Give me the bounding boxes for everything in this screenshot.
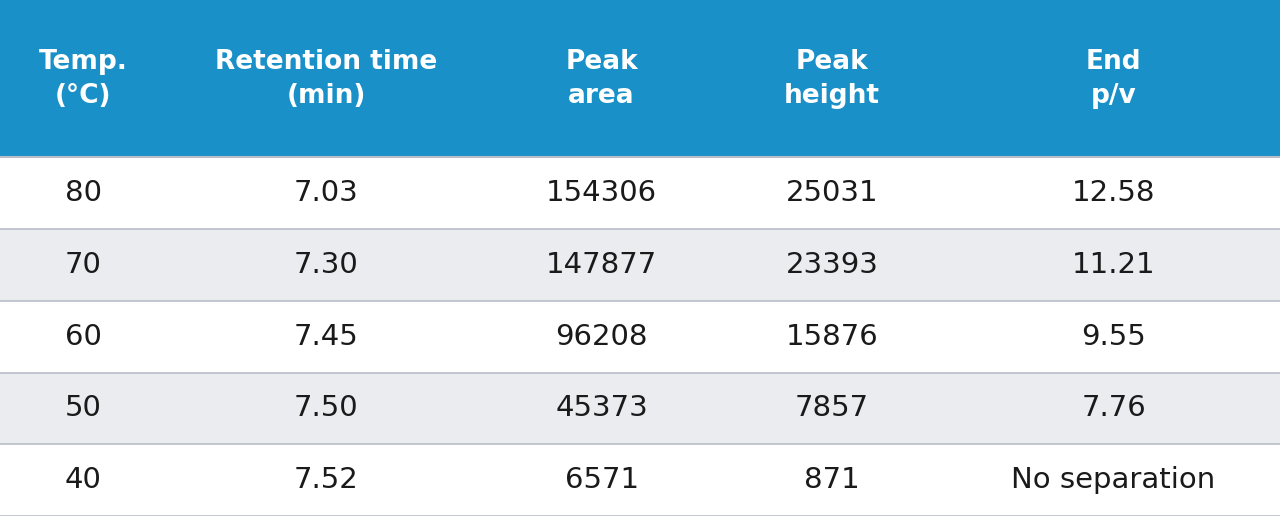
Text: No separation: No separation [1011,466,1216,494]
Text: 60: 60 [65,322,101,351]
Text: 12.58: 12.58 [1071,179,1156,207]
Text: Temp.
(°C): Temp. (°C) [38,49,128,109]
Text: 70: 70 [65,251,101,279]
Text: 154306: 154306 [547,179,657,207]
Text: 25031: 25031 [786,179,878,207]
Text: 50: 50 [65,394,101,423]
Text: 7857: 7857 [795,394,869,423]
Text: End
p/v: End p/v [1085,49,1142,109]
Text: 9.55: 9.55 [1082,322,1146,351]
Text: Peak
area: Peak area [566,49,637,109]
Text: 7.50: 7.50 [294,394,358,423]
Text: 147877: 147877 [547,251,657,279]
Bar [0,373,1280,444]
Text: 6571: 6571 [564,466,639,494]
Text: 15876: 15876 [786,322,878,351]
Text: 96208: 96208 [556,322,648,351]
Text: 7.76: 7.76 [1082,394,1146,423]
Bar [0,0,1280,157]
Text: 11.21: 11.21 [1071,251,1156,279]
Text: 871: 871 [804,466,860,494]
Text: Peak
height: Peak height [783,49,881,109]
Text: 7.52: 7.52 [294,466,358,494]
Bar [0,444,1280,516]
Bar [0,157,1280,229]
Text: 7.03: 7.03 [294,179,358,207]
Bar [0,229,1280,301]
Text: 7.45: 7.45 [294,322,358,351]
Text: Retention time
(min): Retention time (min) [215,49,438,109]
Bar [0,301,1280,373]
Text: 40: 40 [65,466,101,494]
Text: 23393: 23393 [786,251,878,279]
Text: 80: 80 [65,179,101,207]
Text: 7.30: 7.30 [294,251,358,279]
Text: 45373: 45373 [556,394,648,423]
